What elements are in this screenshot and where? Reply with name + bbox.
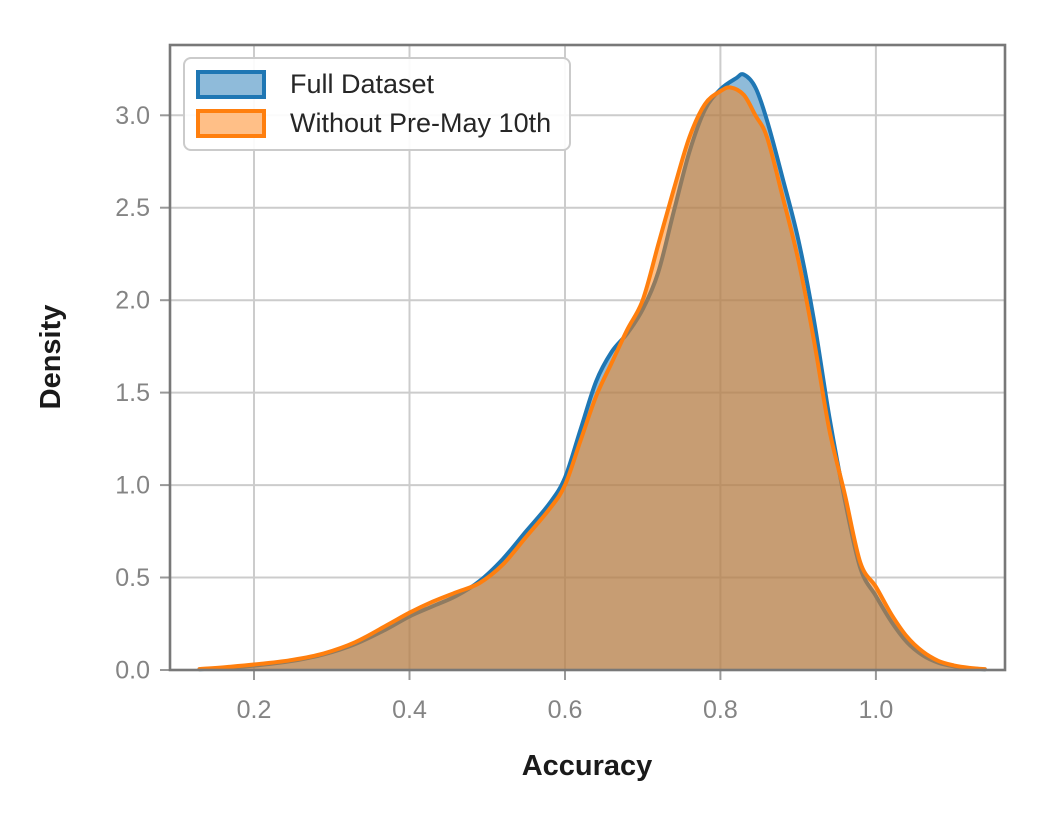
plot-border <box>168 43 1007 672</box>
tick-labels: 0.2 0.4 0.6 0.8 1.0 0.0 0.5 1.0 1.5 2.0 2.5 3.0 <box>115 102 893 724</box>
y-axis-label: Density <box>35 305 67 410</box>
x-tick-label: 0.6 <box>548 696 583 724</box>
y-tick-label: 2.5 <box>115 194 150 222</box>
axis-ticks <box>160 114 877 680</box>
legend-swatch-without-pre-may-10th <box>196 109 266 138</box>
density-area-without-pre-may-10th <box>199 87 985 670</box>
x-tick-label: 1.0 <box>859 696 894 724</box>
density-curves <box>197 72 987 672</box>
y-tick-label: 0.0 <box>115 657 150 685</box>
legend-label-full-dataset: Full Dataset <box>290 69 435 99</box>
x-axis-label: Accuracy <box>522 750 653 782</box>
x-tick-label: 0.8 <box>703 696 738 724</box>
legend-item-without-pre-may-10th: Without Pre-May 10th <box>196 109 551 138</box>
legend-swatch-full-dataset <box>196 70 266 99</box>
legend-item-full-dataset: Full Dataset <box>196 70 551 99</box>
legend: Full Dataset Without Pre-May 10th <box>183 57 572 151</box>
x-tick-label: 0.4 <box>392 696 427 724</box>
y-tick-label: 0.5 <box>115 564 150 592</box>
y-tick-label: 2.0 <box>115 287 150 315</box>
density-curve-without-pre-may-10th <box>197 85 987 672</box>
y-tick-label: 1.5 <box>115 379 150 407</box>
y-tick-label: 3.0 <box>115 102 150 130</box>
x-tick-label: 0.2 <box>237 696 272 724</box>
y-tick-label: 1.0 <box>115 472 150 500</box>
legend-label-without-pre-may-10th: Without Pre-May 10th <box>290 108 552 138</box>
